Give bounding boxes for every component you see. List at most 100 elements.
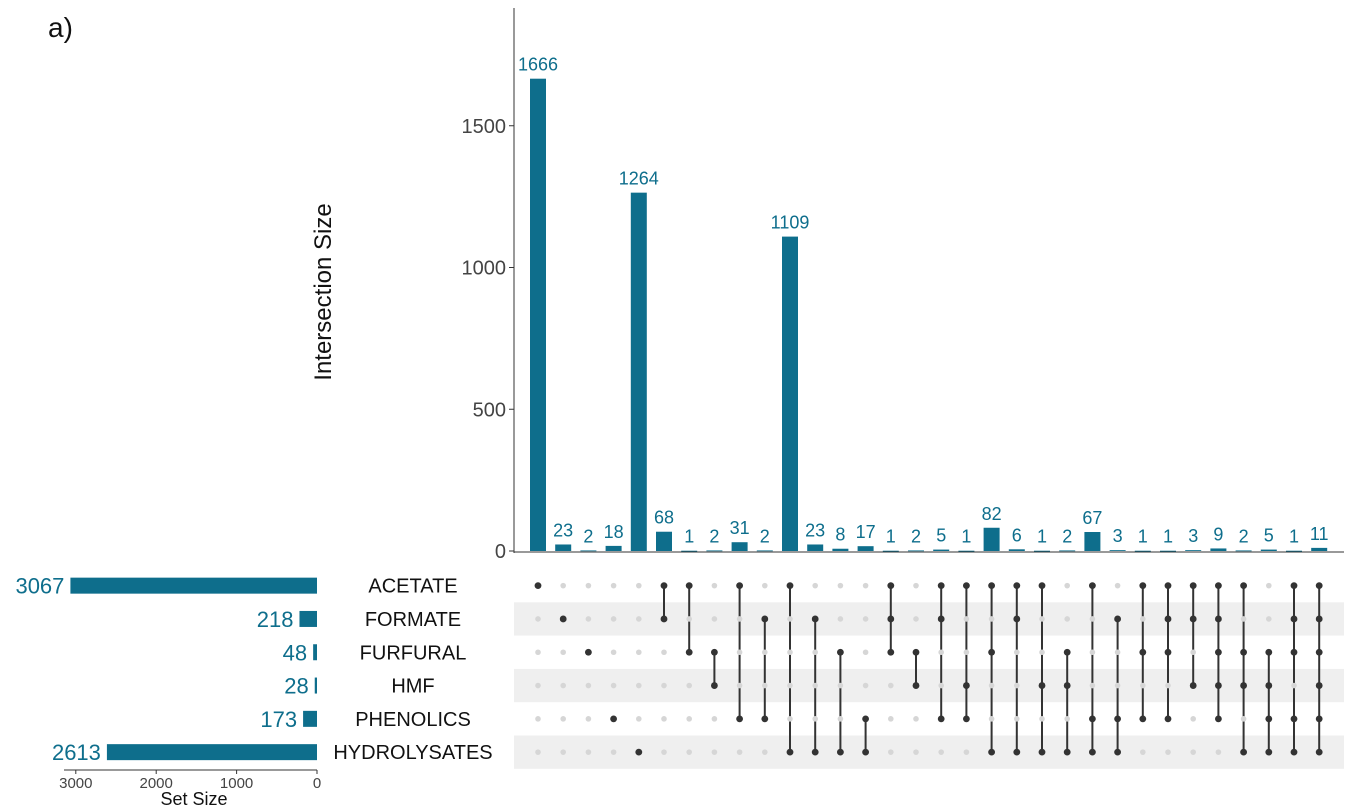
intersection-bar xyxy=(1311,547,1328,551)
matrix-dot-inactive xyxy=(585,682,592,689)
set-size-tick-label: 1000 xyxy=(220,775,253,792)
matrix-dot-inactive xyxy=(1266,582,1272,589)
intersection-value-label: 2 xyxy=(583,526,593,546)
matrix-dot-inactive xyxy=(560,716,566,722)
intersection-value-label: 2 xyxy=(1062,526,1072,546)
matrix-dot-active xyxy=(1290,748,1298,756)
matrix-dot-active xyxy=(1038,682,1046,689)
matrix-dot-active xyxy=(1240,748,1247,756)
intersection-bar xyxy=(1134,550,1151,552)
matrix-dot-inactive xyxy=(686,616,692,622)
matrix-dot-active xyxy=(988,582,995,590)
y-tick-label: 1500 xyxy=(462,116,507,138)
matrix-dot-active xyxy=(1063,682,1071,689)
set-size-value-label: 218 xyxy=(257,607,294,632)
matrix-dot-active xyxy=(811,748,819,756)
matrix-dot-inactive xyxy=(787,682,793,689)
matrix-dot-active xyxy=(937,715,945,723)
matrix-dot-inactive xyxy=(1215,749,1222,755)
set-size-bar xyxy=(70,577,317,594)
matrix-dot-active xyxy=(1265,748,1273,756)
matrix-dot-inactive xyxy=(1039,649,1045,656)
matrix-dot-active xyxy=(1265,682,1273,689)
matrix-dot-inactive xyxy=(837,682,844,689)
matrix-dot-active xyxy=(685,582,693,590)
intersection-bar xyxy=(1235,550,1252,552)
matrix-dot-active xyxy=(1265,648,1273,656)
matrix-dot-inactive xyxy=(762,582,768,589)
matrix-dot-inactive xyxy=(963,749,970,755)
matrix-dot-inactive xyxy=(1140,616,1146,622)
matrix-dot-inactive xyxy=(762,649,768,656)
intersection-value-label: 1 xyxy=(1138,527,1148,547)
matrix-dot-inactive xyxy=(862,616,869,622)
intersection-bar xyxy=(882,550,899,552)
matrix-dot-inactive xyxy=(1014,716,1020,722)
matrix-dot-active xyxy=(1215,682,1222,689)
matrix-dot-active xyxy=(937,582,945,590)
matrix-dot-inactive xyxy=(787,716,793,722)
matrix-dot-active xyxy=(912,682,920,689)
matrix-dot-active xyxy=(635,748,643,756)
matrix-dot-active xyxy=(1315,648,1323,656)
intersection-bar xyxy=(983,527,1000,551)
matrix-dot-inactive xyxy=(711,616,718,622)
matrix-dot-inactive xyxy=(610,749,617,755)
intersection-value-label: 1 xyxy=(1163,527,1173,547)
matrix-dot-inactive xyxy=(610,582,617,589)
intersection-value-label: 5 xyxy=(1264,526,1274,546)
matrix-dot-inactive xyxy=(862,682,869,689)
matrix-dot-active xyxy=(786,748,794,756)
y-tick-label: 0 xyxy=(495,541,506,563)
matrix-dot-inactive xyxy=(1240,716,1247,722)
matrix-dot-active xyxy=(1164,582,1172,590)
matrix-dot-inactive xyxy=(938,749,944,755)
matrix-dot-active xyxy=(1114,715,1121,723)
matrix-dot-active xyxy=(786,582,794,590)
matrix-dot-active xyxy=(1315,715,1323,723)
set-size-bar xyxy=(106,744,318,761)
matrix-dot-active xyxy=(912,648,920,656)
matrix-dot-active xyxy=(761,615,769,623)
intersection-value-label: 2 xyxy=(760,526,770,546)
matrix-dot-inactive xyxy=(661,749,667,755)
set-size-value-label: 48 xyxy=(283,640,307,665)
matrix-dot-active xyxy=(1089,748,1096,756)
matrix-dot-inactive xyxy=(812,649,818,656)
intersection-value-label: 6 xyxy=(1012,525,1022,545)
matrix-dot-inactive xyxy=(963,649,970,656)
matrix-dot-inactive xyxy=(762,682,768,689)
matrix-dot-inactive xyxy=(1114,582,1121,589)
intersection-value-label: 2 xyxy=(709,526,719,546)
matrix-dot-inactive xyxy=(1291,682,1297,689)
matrix-dot-inactive xyxy=(1014,649,1020,656)
intersection-value-label: 67 xyxy=(1082,508,1102,528)
matrix-dot-active xyxy=(1315,582,1323,590)
set-size-tick-label: 0 xyxy=(313,775,321,792)
matrix-dot-inactive xyxy=(812,716,818,722)
set-size-value-label: 28 xyxy=(284,674,308,699)
intersection-value-label: 1264 xyxy=(619,169,659,189)
intersection-bar xyxy=(731,542,748,551)
matrix-dot-active xyxy=(1089,582,1096,590)
matrix-dot-inactive xyxy=(812,582,818,589)
intersection-bar xyxy=(656,531,672,551)
intersection-bar xyxy=(1286,550,1302,552)
set-label: FORMATE xyxy=(365,609,461,631)
matrix-dot-active xyxy=(685,648,693,656)
matrix-dot-inactive xyxy=(711,582,718,589)
matrix-dot-inactive xyxy=(560,649,566,656)
matrix-dot-active xyxy=(963,582,970,590)
intersection-bar xyxy=(706,550,723,552)
matrix-dot-active xyxy=(1315,682,1323,689)
intersection-value-label: 1 xyxy=(684,527,694,547)
matrix-dot-active xyxy=(1114,748,1121,756)
intersection-bar xyxy=(555,544,572,551)
intersection-bar xyxy=(681,550,698,552)
matrix-dot-active xyxy=(1189,582,1197,590)
matrix-dot-inactive xyxy=(787,649,793,656)
matrix-dot-inactive xyxy=(913,616,919,622)
matrix-dot-inactive xyxy=(1114,682,1121,689)
matrix-dot-inactive xyxy=(711,716,718,722)
